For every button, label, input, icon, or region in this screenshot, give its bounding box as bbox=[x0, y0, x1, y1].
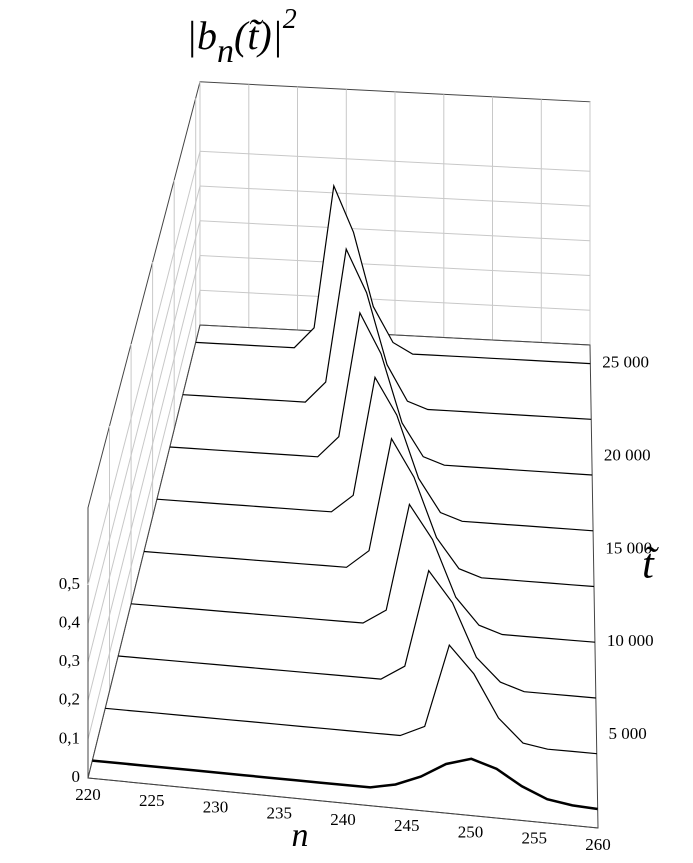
x-axis bbox=[87, 777, 599, 829]
title-part: |b bbox=[186, 13, 217, 58]
grid-line bbox=[87, 254, 591, 701]
x-tick-label: 245 bbox=[394, 816, 420, 835]
y-tick-label: 5 000 bbox=[608, 724, 646, 743]
slice-fill bbox=[195, 185, 591, 364]
grid-line bbox=[87, 289, 591, 740]
slice-fill bbox=[105, 645, 597, 754]
slice-fill bbox=[92, 758, 598, 810]
x-tick-label: 260 bbox=[585, 835, 611, 854]
y-tick-label: 20 000 bbox=[604, 445, 651, 464]
x-axis-label: n bbox=[292, 817, 309, 854]
z-tick-label: 0 bbox=[72, 767, 81, 786]
x-tick-label: 250 bbox=[458, 822, 484, 841]
slice-fill bbox=[144, 438, 594, 587]
y-tick-label: 10 000 bbox=[607, 631, 654, 650]
title-part: n bbox=[217, 33, 234, 70]
z-tick-label: 0,4 bbox=[59, 613, 81, 632]
x-tick-label: 225 bbox=[139, 791, 165, 810]
slice-fill bbox=[156, 377, 594, 531]
slice-line bbox=[105, 643, 597, 755]
title-part: 2 bbox=[283, 4, 297, 35]
title-part: (t̃)| bbox=[234, 13, 283, 58]
slice-line bbox=[195, 183, 591, 365]
slice-line bbox=[92, 757, 598, 811]
y-tick-label: 15 000 bbox=[605, 538, 652, 557]
z-tick-label: 0,2 bbox=[59, 690, 80, 709]
slice-line bbox=[182, 247, 592, 420]
slice-line bbox=[156, 375, 594, 532]
slice-line bbox=[131, 502, 595, 643]
slice-fill bbox=[118, 570, 596, 698]
x-tick-label: 230 bbox=[203, 797, 229, 816]
slice-line bbox=[169, 311, 593, 476]
grid-line bbox=[87, 185, 591, 624]
x-tick-label: 235 bbox=[267, 804, 293, 823]
z-tick-label: 0,3 bbox=[59, 651, 80, 670]
z-tick-label: 0,5 bbox=[59, 574, 80, 593]
y-tick-label: 25 000 bbox=[602, 352, 649, 371]
x-tick-label: 240 bbox=[330, 810, 356, 829]
grid-line bbox=[87, 150, 591, 586]
slice-line bbox=[118, 569, 596, 699]
slice-line bbox=[143, 437, 595, 588]
chart-title: |bn(t̃)|2 bbox=[186, 4, 297, 69]
slice-fill bbox=[131, 504, 595, 643]
x-tick-label: 220 bbox=[75, 785, 101, 804]
grid-line bbox=[87, 220, 591, 663]
x-tick-label: 255 bbox=[522, 829, 548, 848]
z-tick-label: 0,1 bbox=[59, 728, 80, 747]
